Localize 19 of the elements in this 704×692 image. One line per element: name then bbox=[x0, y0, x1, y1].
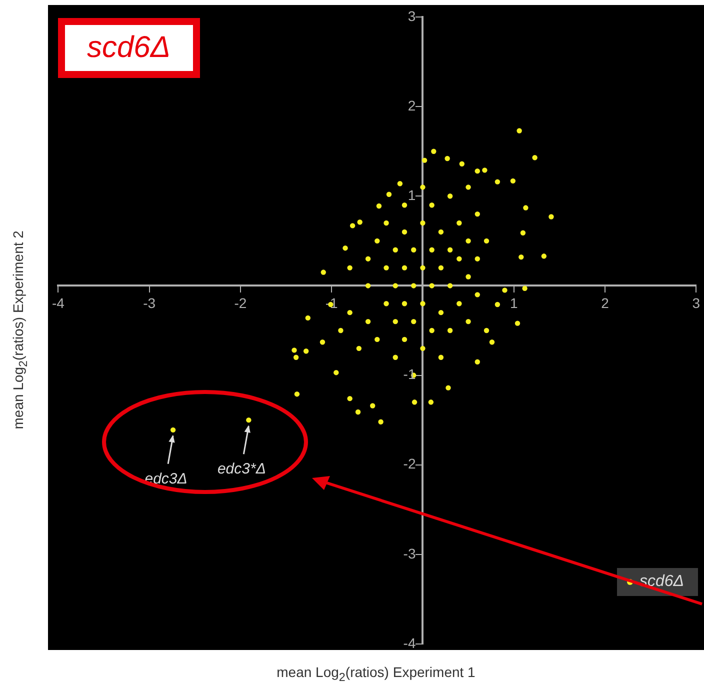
x-tick-label: 2 bbox=[601, 294, 610, 311]
x-tick-label: 1 bbox=[510, 294, 518, 311]
y-tick-label: -2 bbox=[403, 456, 416, 472]
x-tick-label: -3 bbox=[143, 294, 156, 311]
legend-label: scd6Δ bbox=[639, 573, 684, 591]
y-tick-label: -1 bbox=[403, 366, 416, 382]
x-tick-label: 3 bbox=[692, 294, 700, 311]
x-tick-label: -4 bbox=[52, 294, 65, 311]
annotation: edc3*Δ bbox=[217, 460, 266, 478]
y-tick-label: -3 bbox=[403, 545, 416, 562]
y-tick-label: 3 bbox=[408, 8, 416, 24]
y-tick-label: 2 bbox=[408, 97, 416, 114]
x-axis-title: mean Log$_{2}$(ratios) Experiment 1 bbox=[276, 664, 476, 684]
text: scd6Δ bbox=[58, 18, 200, 78]
annotation: edc3Δ bbox=[144, 470, 188, 488]
y-tick-label: 1 bbox=[408, 187, 416, 203]
y-tick-label: -4 bbox=[403, 634, 416, 651]
x-tick-label: -1 bbox=[325, 294, 338, 311]
x-tick-label: -2 bbox=[234, 294, 247, 311]
